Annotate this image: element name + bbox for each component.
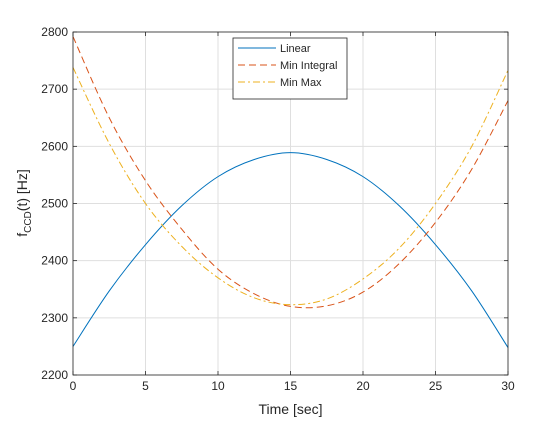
legend-label: Min Max [280, 77, 322, 89]
legend-label: Linear [280, 43, 311, 55]
y-tick-label: 2400 [41, 254, 68, 268]
y-axis-label: fCCD(t) [Hz] [14, 169, 34, 237]
x-tick-label: 25 [429, 379, 443, 393]
x-tick-label: 10 [211, 379, 225, 393]
x-tick-label: 0 [70, 379, 77, 393]
y-tick-label: 2200 [41, 368, 68, 382]
y-tick-label: 2700 [41, 82, 68, 96]
series-layer [72, 36, 509, 348]
x-axis-label: Time [sec] [258, 401, 322, 417]
y-tick-label: 2600 [41, 139, 68, 153]
legend: Linear Min Integral Min Max [232, 37, 348, 100]
y-tick-label: 2500 [41, 197, 68, 211]
series-line-linear [72, 152, 509, 348]
y-axis-label-tail: (t) [Hz] [14, 169, 30, 211]
y-axis-label-subscript: CCD [23, 211, 34, 233]
x-tick-label: 5 [142, 379, 149, 393]
x-tick-label: 15 [284, 379, 298, 393]
y-tick-label: 2300 [41, 311, 68, 325]
x-tick-label: 30 [501, 379, 515, 393]
series-line-min-integral [72, 36, 509, 309]
axis-ticks: 0 5 10 15 20 25 30 2200 2300 2400 2500 2600 2700 2800 [41, 25, 515, 393]
y-tick-label: 2800 [41, 25, 68, 39]
x-tick-label: 20 [356, 379, 370, 393]
legend-label: Min Integral [280, 60, 337, 72]
series-line-min-max [72, 67, 509, 306]
y-axis-label-main: f [14, 233, 30, 237]
